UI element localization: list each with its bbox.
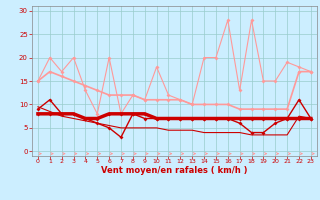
X-axis label: Vent moyen/en rafales ( km/h ): Vent moyen/en rafales ( km/h ): [101, 166, 248, 175]
